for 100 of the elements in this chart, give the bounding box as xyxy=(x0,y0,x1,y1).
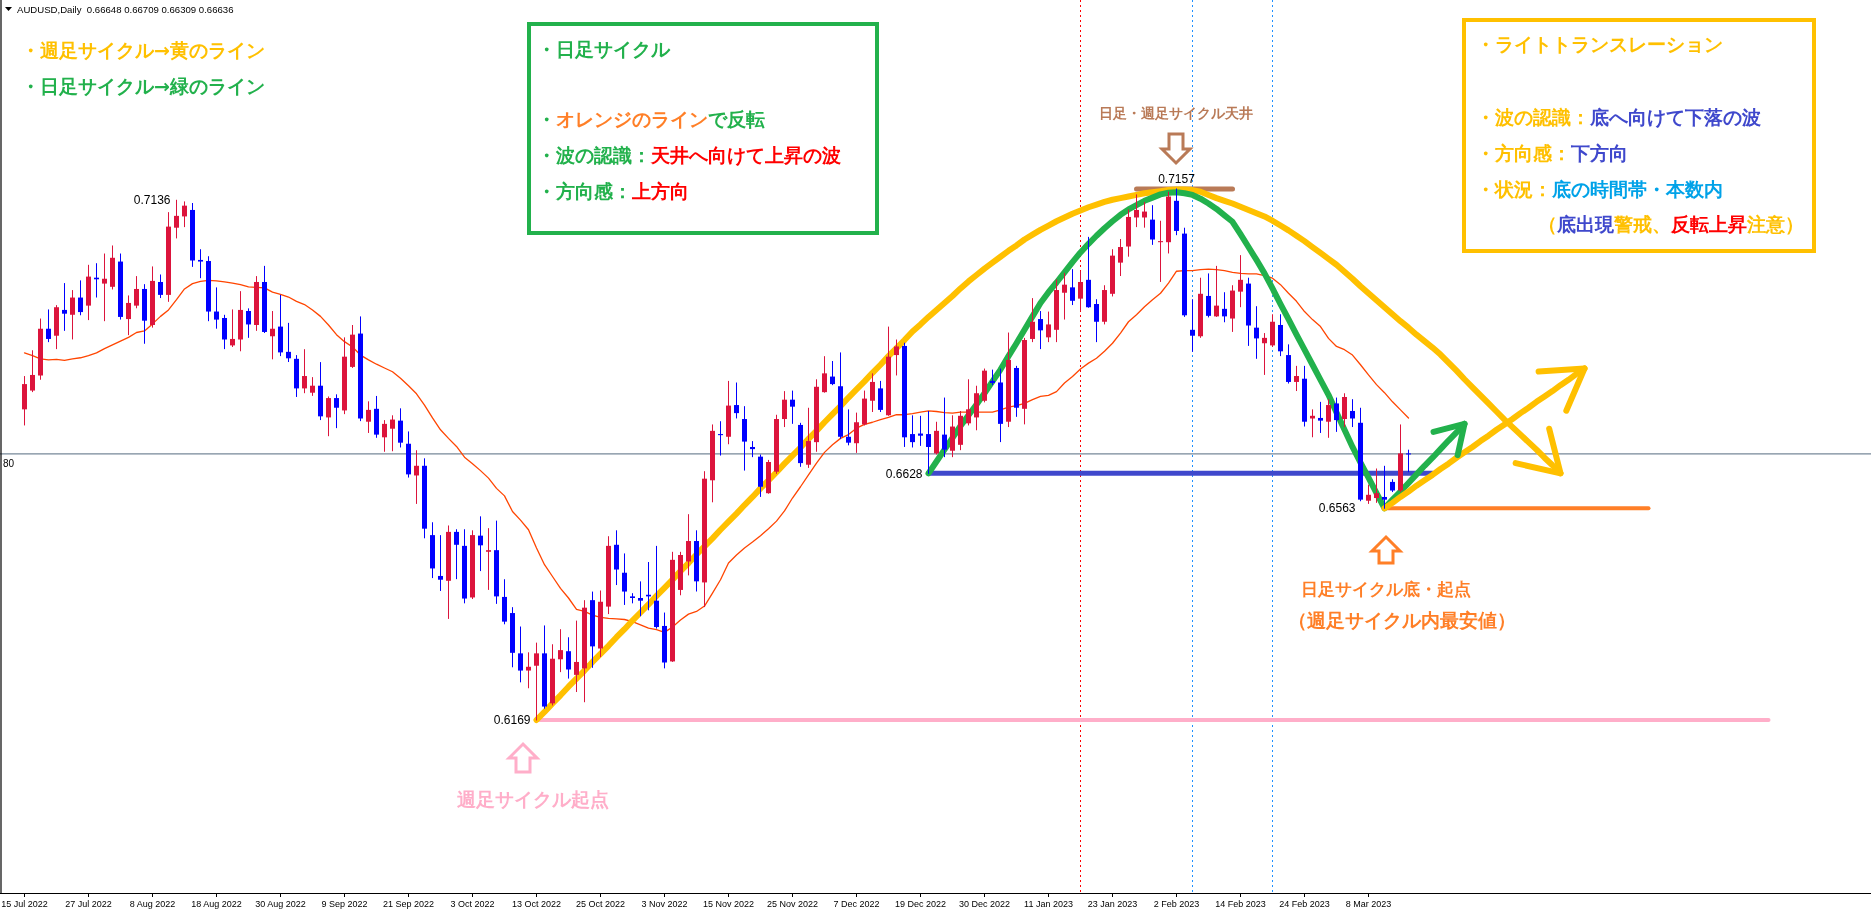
candlestick xyxy=(1294,365,1299,392)
x-tick-label: 18 Aug 2022 xyxy=(191,898,242,909)
candlestick xyxy=(158,273,163,299)
candlestick xyxy=(286,322,291,363)
candlestick xyxy=(846,408,851,446)
candlestick xyxy=(454,528,459,580)
candlestick xyxy=(1062,272,1067,321)
text: ・波の認識： xyxy=(537,144,651,166)
candlestick xyxy=(1118,238,1123,277)
candlestick xyxy=(310,376,315,397)
candlestick xyxy=(46,308,51,343)
x-tick-label: 19 Dec 2022 xyxy=(894,898,947,909)
candlestick xyxy=(398,407,403,448)
chart-title: AUDUSD,Daily 0.66648 0.66709 0.66309 0.66636 xyxy=(17,3,234,15)
x-tick-label: 14 Feb 2023 xyxy=(1215,898,1266,909)
text: 天井へ向けて上昇の波 xyxy=(650,144,841,166)
annotation: ・方向感： xyxy=(537,180,632,202)
candlestick xyxy=(30,349,35,393)
candlestick xyxy=(326,395,331,437)
x-tick-label: 3 Nov 2022 xyxy=(641,898,688,909)
text: 日足・週足サイクル天井 xyxy=(1099,105,1253,121)
candlestick xyxy=(246,307,251,339)
candlestick xyxy=(174,199,179,239)
candlestick xyxy=(486,527,491,591)
annotation: 警戒、 xyxy=(1613,213,1671,235)
candlestick xyxy=(574,620,579,693)
candlestick xyxy=(878,380,883,413)
text: ・ライトトランスレーション xyxy=(1476,33,1723,55)
candlestick xyxy=(62,282,67,332)
candlestick xyxy=(1046,311,1051,343)
candlestick xyxy=(686,513,691,576)
candlestick xyxy=(478,515,483,572)
text: ・波の認識： xyxy=(1476,106,1590,128)
candlestick xyxy=(1222,291,1227,323)
candlestick xyxy=(870,372,875,413)
candlestick xyxy=(1190,298,1195,353)
annotation: ・状況： xyxy=(1476,178,1552,200)
candlestick xyxy=(942,397,947,458)
candlestick xyxy=(1078,270,1083,312)
candlestick xyxy=(1270,313,1275,348)
candlestick xyxy=(70,289,75,340)
annotation: 底出現 xyxy=(1556,213,1615,235)
candlestick xyxy=(558,628,563,673)
candlestick xyxy=(534,642,539,721)
candlestick xyxy=(78,279,83,316)
candlestick xyxy=(782,390,787,428)
candlestick xyxy=(742,405,747,472)
candlestick xyxy=(1326,398,1331,439)
candlestick xyxy=(926,410,931,475)
candlestick xyxy=(222,314,227,350)
candlestick xyxy=(1254,305,1259,360)
candlestick xyxy=(1366,484,1371,505)
candlestick xyxy=(566,636,571,680)
x-tick-label: 11 Jan 2023 xyxy=(1024,898,1073,909)
x-tick-label: 7 Dec 2022 xyxy=(833,898,880,909)
annotation: 上方向 xyxy=(631,180,689,202)
candlestick xyxy=(1094,298,1099,343)
text: で反転 xyxy=(708,108,765,130)
annotation: 反転上昇 xyxy=(1670,213,1747,235)
candlestick xyxy=(790,390,795,425)
candlestick xyxy=(966,378,971,426)
annotation: 0.7157 xyxy=(1158,172,1196,186)
candlestick xyxy=(806,407,811,469)
text: 80 xyxy=(3,457,15,469)
candlestick xyxy=(1158,220,1163,283)
candlestick xyxy=(622,552,627,606)
x-tick-label: 15 Nov 2022 xyxy=(702,898,755,909)
candlestick xyxy=(910,414,915,448)
annotation: 底の時間帯・本数内 xyxy=(1551,178,1723,200)
candlestick xyxy=(1206,272,1211,318)
candlestick xyxy=(734,382,739,419)
candlestick xyxy=(718,420,723,457)
x-tick-label: 8 Aug 2022 xyxy=(129,898,176,909)
candlestick xyxy=(1318,401,1323,434)
candlestick xyxy=(126,294,131,336)
candlestick xyxy=(1350,398,1355,428)
candlestick xyxy=(182,200,187,228)
x-tick-label: 23 Jan 2023 xyxy=(1087,898,1138,909)
candlestick xyxy=(1238,254,1243,308)
x-tick-label: 9 Sep 2022 xyxy=(321,898,368,909)
candlestick xyxy=(102,253,107,322)
x-tick-label: 24 Feb 2023 xyxy=(1279,898,1330,909)
candlestick xyxy=(1150,204,1155,246)
candlestick xyxy=(134,275,139,309)
x-tick-label: 2 Feb 2023 xyxy=(1153,898,1200,909)
candlestick xyxy=(1374,468,1379,504)
x-tick-label: 13 Oct 2022 xyxy=(511,898,562,909)
x-tick-label: 21 Sep 2022 xyxy=(382,898,435,909)
candlestick xyxy=(822,355,827,394)
candlestick xyxy=(1406,449,1411,473)
candlestick xyxy=(366,400,371,434)
candlestick xyxy=(1070,268,1075,306)
candlestick xyxy=(230,308,235,348)
candlestick xyxy=(390,414,395,452)
candlestick xyxy=(1030,297,1035,343)
candlestick xyxy=(854,412,859,454)
text: ・方向感： xyxy=(1476,142,1571,164)
candlestick xyxy=(1214,265,1219,318)
annotation: 0.6628 xyxy=(885,466,923,481)
candlestick xyxy=(918,415,923,447)
